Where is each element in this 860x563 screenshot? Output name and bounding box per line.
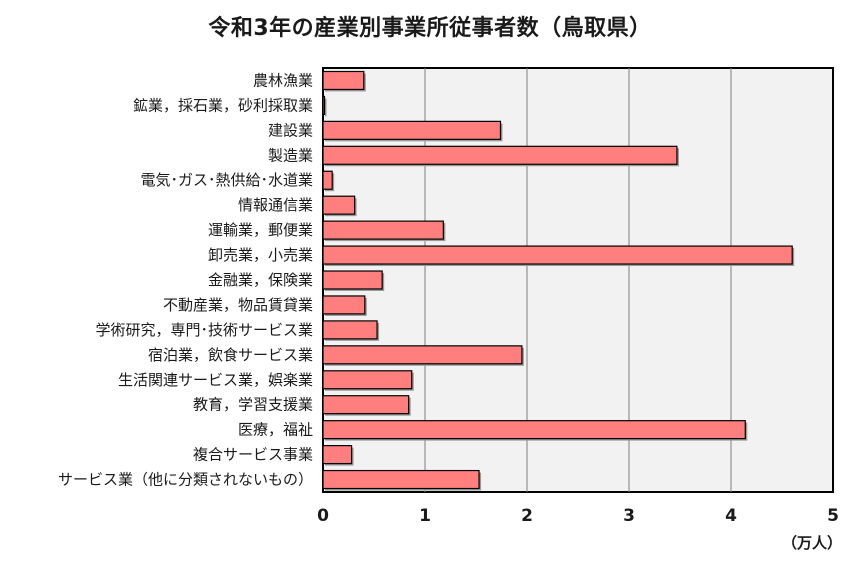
category-label: 医療，福祉 (238, 421, 313, 439)
x-tick-label: 1 (419, 506, 431, 526)
category-label: 金融業，保険業 (208, 271, 313, 289)
category-label: 生活関連サービス業，娯楽業 (118, 371, 313, 389)
bar (322, 95, 326, 115)
category-label: 不動産業，物品賃貸業 (163, 296, 313, 314)
bar-shadow (325, 98, 327, 117)
category-label: 学術研究，専門･技術サービス業 (95, 321, 313, 339)
category-label: 農林漁業 (253, 71, 313, 89)
bar (322, 220, 444, 240)
category-label: 運輸業，郵便業 (208, 221, 313, 239)
bar (322, 245, 793, 265)
bar (322, 295, 366, 315)
category-label: 製造業 (268, 146, 313, 164)
category-label: サービス業（他に分類されないもの） (58, 471, 313, 489)
bar (322, 370, 413, 390)
x-tick-label: 2 (521, 506, 533, 526)
bar (322, 420, 746, 440)
bar (322, 70, 365, 91)
bar (322, 195, 356, 215)
category-label: 情報通信業 (238, 196, 313, 214)
category-label: 教育，学習支援業 (193, 396, 313, 414)
bar (322, 270, 383, 290)
bar (322, 469, 480, 490)
bar (322, 320, 378, 340)
x-tick-label: 5 (827, 506, 839, 526)
bar (322, 395, 410, 415)
x-tick-label: 0 (317, 506, 329, 526)
category-label: 複合サービス事業 (193, 446, 313, 464)
bar (322, 145, 678, 165)
unit-label: （万人） (782, 534, 842, 552)
bar (322, 345, 523, 365)
bar (322, 120, 502, 140)
bar (322, 445, 353, 465)
category-label: 建設業 (268, 121, 313, 139)
x-tick-label: 4 (725, 506, 737, 526)
x-tick-label: 3 (623, 506, 635, 526)
chart-title: 令和3年の産業別事業所従事者数（鳥取県） (208, 16, 652, 41)
category-label: 宿泊業，飲食サービス業 (148, 346, 313, 364)
category-label: 鉱業，採石業，砂利採取業 (133, 96, 313, 114)
category-label: 電気･ガス･熱供給･水道業 (140, 171, 313, 189)
category-label: 卸売業，小売業 (208, 246, 313, 264)
bar (322, 170, 333, 190)
